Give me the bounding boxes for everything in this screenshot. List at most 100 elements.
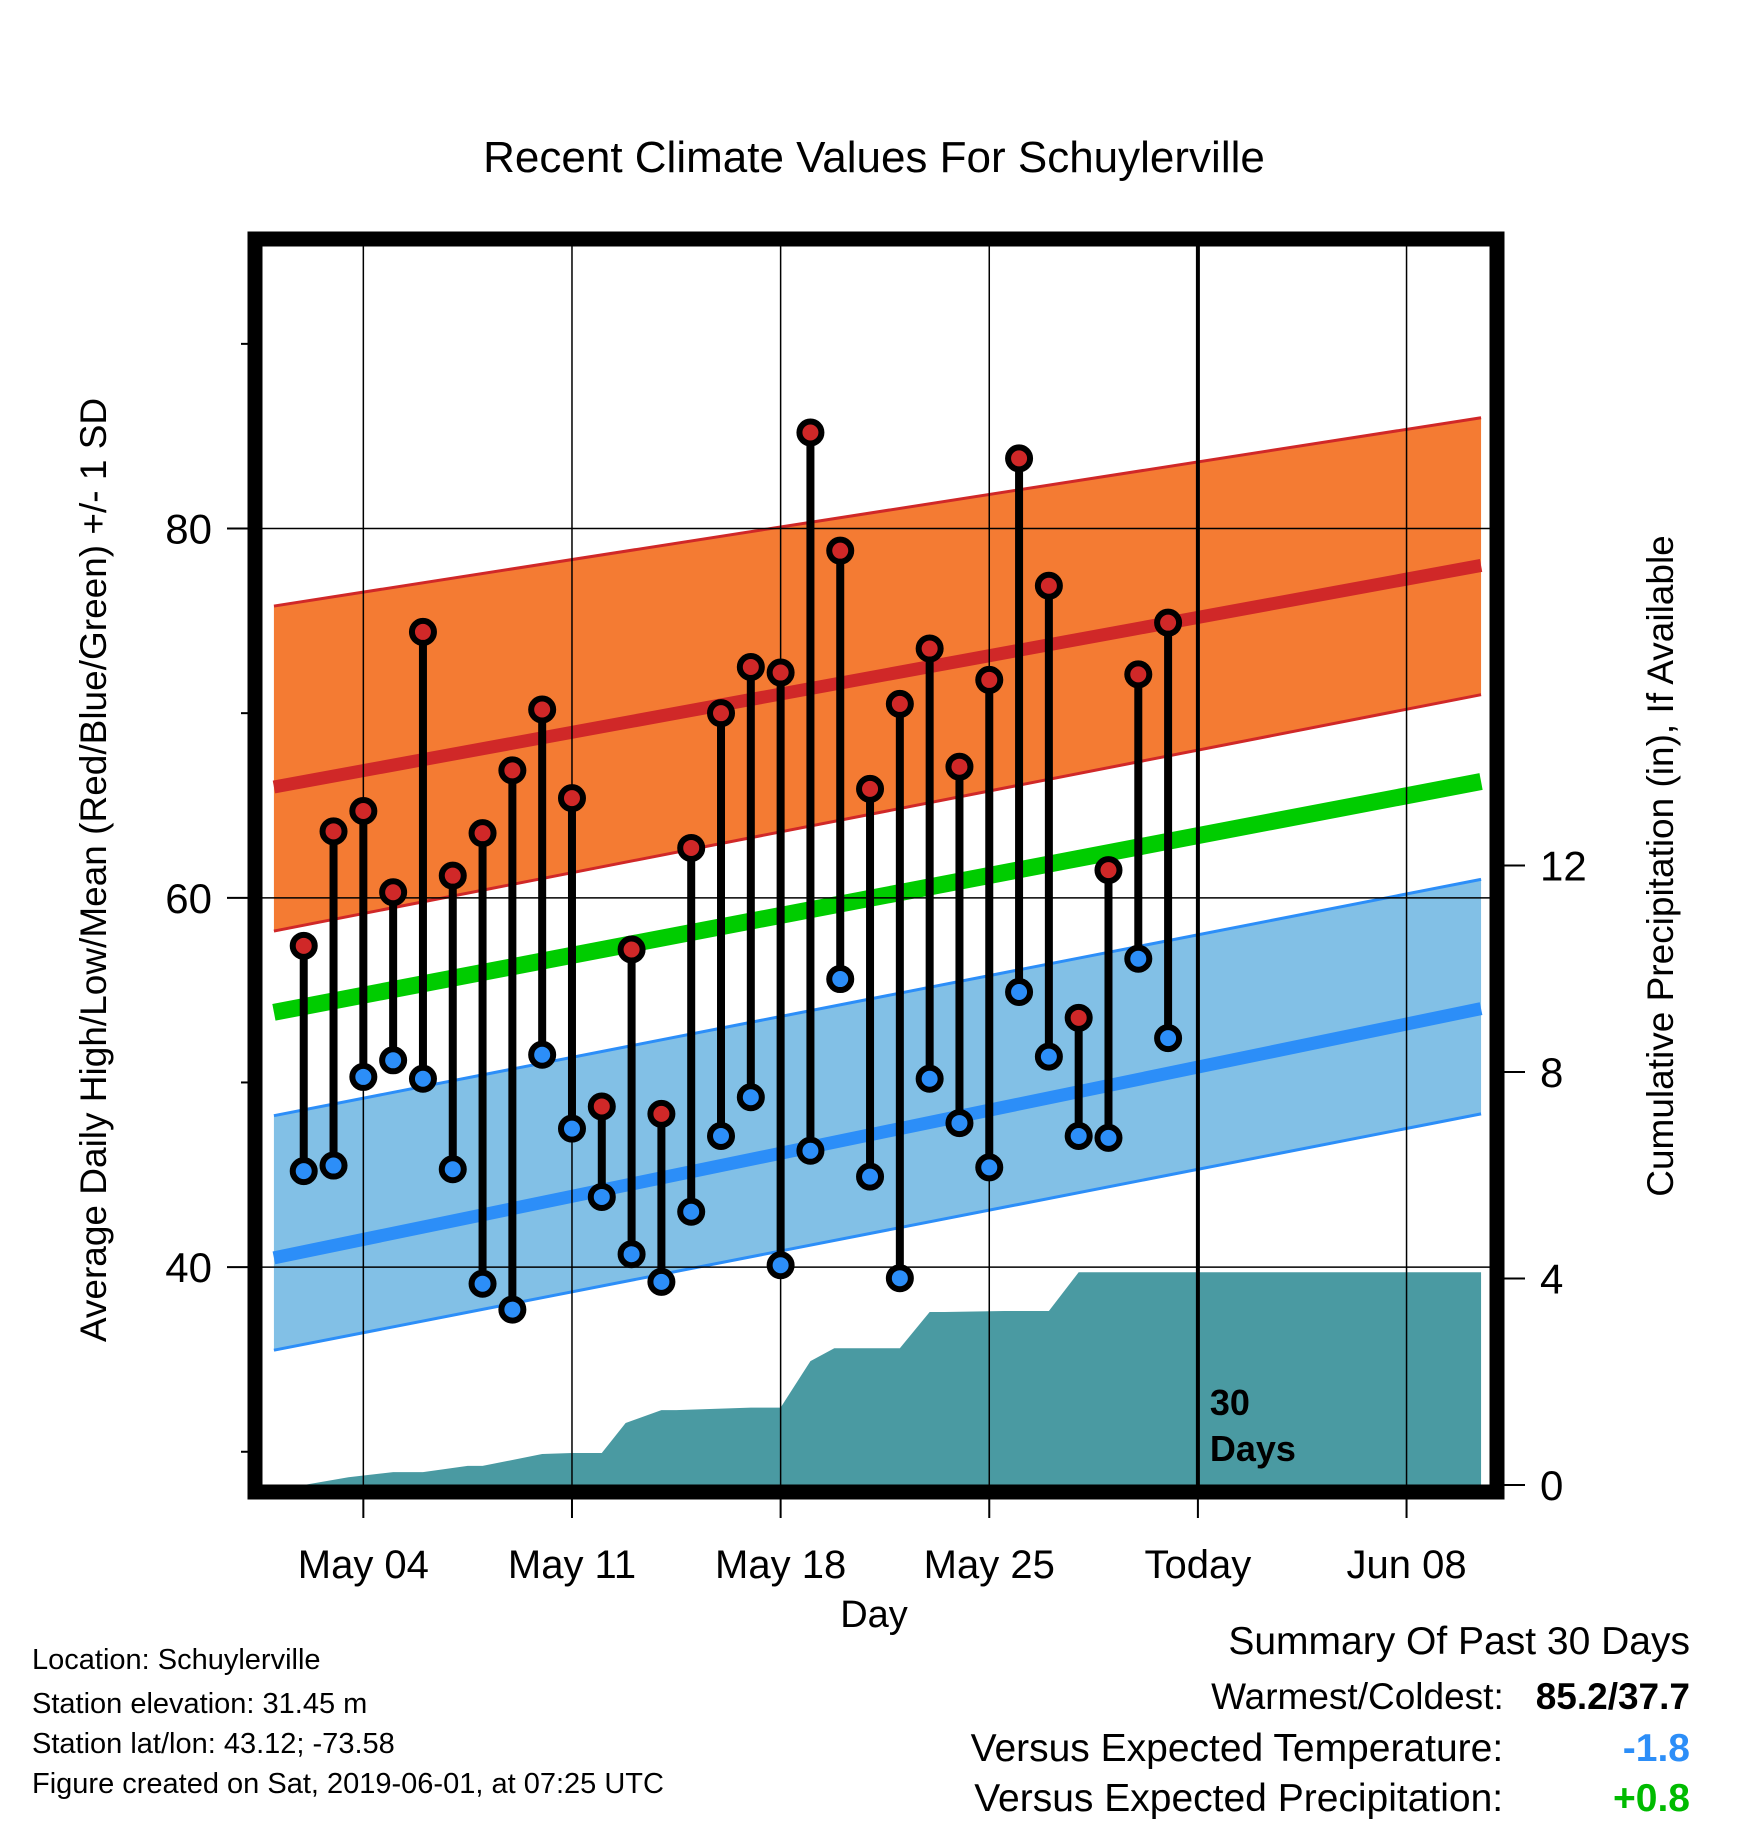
obs-low-point-18	[766, 1251, 795, 1280]
precip-value: +0.8	[1613, 1777, 1690, 1820]
obs-low-point-28	[1064, 1122, 1093, 1151]
y-left-tick-label-40: 40	[165, 1244, 212, 1291]
obs-high-point-25	[975, 665, 1004, 694]
obs-low-point-7	[438, 1155, 467, 1184]
x-tick-label-39: Jun 08	[1346, 1543, 1466, 1587]
y-right-tick-label-0: 0	[1540, 1462, 1563, 1509]
obs-high-point-27	[1034, 571, 1063, 600]
temp-value: -1.8	[1622, 1727, 1690, 1770]
obs-low-point-25	[975, 1153, 1004, 1182]
obs-low-point-2	[289, 1157, 318, 1186]
chart-title: Recent Climate Values For Schuylerville	[483, 133, 1265, 182]
obs-high-point-11	[557, 784, 586, 813]
obs-low-point-12	[587, 1182, 616, 1211]
y-right-tick-label-8: 8	[1540, 1049, 1563, 1096]
obs-high-point-28	[1064, 1003, 1093, 1032]
obs-low-point-24	[945, 1109, 974, 1138]
obs-low-point-8	[468, 1269, 497, 1298]
obs-low-point-31	[1154, 1024, 1183, 1053]
obs-low-point-23	[915, 1064, 944, 1093]
obs-low-point-30	[1124, 944, 1153, 973]
warmest-label: Warmest/Coldest:	[1211, 1676, 1504, 1717]
obs-low-point-5	[379, 1046, 408, 1075]
obs-low-point-10	[528, 1040, 557, 1069]
normal-high-upper-edge	[273, 416, 1482, 608]
obs-high-point-4	[349, 797, 378, 826]
obs-low-point-15	[677, 1197, 706, 1226]
obs-low-point-21	[856, 1162, 885, 1191]
normal-low-band	[273, 879, 1482, 1351]
summary-temp-row: Versus Expected Temperature: -1.8	[971, 1727, 1690, 1777]
normal-low-lower-edge	[273, 1112, 1482, 1352]
x-tick-label-32: Today	[1145, 1543, 1252, 1587]
precip-label: Versus Expected Precipitation:	[974, 1777, 1504, 1820]
obs-high-point-29	[1094, 856, 1123, 885]
obs-low-point-6	[408, 1064, 437, 1093]
obs-low-point-26	[1005, 977, 1034, 1006]
obs-low-point-20	[826, 965, 855, 994]
created-text: Figure created on Sat, 2019-06-01, at 07…	[32, 1768, 664, 1800]
obs-low-point-3	[319, 1151, 348, 1180]
normal-mean-line	[272, 773, 1483, 1021]
elevation-text: Station elevation: 31.45 m	[32, 1688, 368, 1720]
obs-high-point-26	[1005, 444, 1034, 473]
location-text: Location: Schuylerville	[32, 1644, 321, 1676]
y-left-tick-label-60: 60	[165, 875, 212, 922]
latlon-text: Station lat/lon: 43.12; -73.58	[32, 1728, 395, 1760]
today-label-line1: 30	[1210, 1382, 1250, 1423]
obs-high-point-24	[945, 752, 974, 781]
obs-high-point-31	[1154, 608, 1183, 637]
normal-low-upper-edge	[273, 877, 1482, 1118]
obs-low-point-11	[557, 1114, 586, 1143]
obs-high-point-10	[528, 695, 557, 724]
normal-high-mean-line	[272, 559, 1483, 794]
x-tick-label-18: May 18	[715, 1543, 846, 1587]
plot-area: 30 Days 40 60 80 0 4 8 12 May 04 May 11 May 18 May 2…	[165, 231, 1587, 1587]
x-tick-label-11: May 11	[508, 1543, 636, 1587]
obs-high-point-14	[647, 1099, 676, 1128]
obs-high-point-22	[885, 689, 914, 718]
y-axis-left-label: Average Daily High/Low/Mean (Red/Blue/Gr…	[73, 398, 114, 1342]
normal-high-lower-edge	[273, 693, 1482, 933]
y-left-tick-label-80: 80	[165, 506, 212, 553]
obs-high-point-21	[856, 774, 885, 803]
obs-high-point-8	[468, 819, 497, 848]
station-info: Location: Schuylerville Station elevatio…	[32, 1644, 664, 1801]
obs-high-point-7	[438, 861, 467, 890]
obs-high-point-6	[408, 617, 437, 646]
y-right-tick-label-12: 12	[1540, 843, 1587, 890]
obs-high-point-2	[289, 931, 318, 960]
obs-low-point-4	[349, 1062, 378, 1091]
obs-high-point-23	[915, 634, 944, 663]
obs-high-point-20	[826, 536, 855, 565]
x-tick-label-25: May 25	[924, 1543, 1055, 1587]
obs-high-point-15	[677, 833, 706, 862]
obs-low-point-19	[796, 1136, 825, 1165]
today-label-line2: Days	[1210, 1428, 1296, 1469]
obs-high-point-5	[379, 878, 408, 907]
summary-precip-row: Versus Expected Precipitation: +0.8	[971, 1777, 1690, 1821]
obs-low-point-16	[707, 1122, 736, 1151]
obs-low-point-29	[1094, 1123, 1123, 1152]
warmest-value: 85.2/37.7	[1535, 1676, 1690, 1717]
x-axis-label: Day	[840, 1594, 908, 1636]
obs-low-point-9	[498, 1295, 527, 1324]
precip-area	[273, 1272, 1482, 1485]
normal-low-mean-line	[272, 1002, 1483, 1265]
obs-low-point-22	[885, 1264, 914, 1293]
obs-high-point-18	[766, 658, 795, 687]
obs-low-point-13	[617, 1240, 646, 1269]
temp-label: Versus Expected Temperature:	[970, 1727, 1504, 1770]
obs-high-point-12	[587, 1092, 616, 1121]
summary-title: Summary Of Past 30 Days	[1228, 1620, 1690, 1663]
obs-high-point-19	[796, 418, 825, 447]
y-right-tick-label-4: 4	[1540, 1256, 1563, 1303]
obs-high-point-13	[617, 935, 646, 964]
obs-high-point-9	[498, 756, 527, 785]
summary-warmest-row: Warmest/Coldest: 85.2/37.7	[971, 1676, 1690, 1727]
plot-content	[262, 246, 1490, 1485]
y-axis-right-label: Cumulative Precipitation (in), If Availa…	[1640, 535, 1681, 1197]
obs-high-point-30	[1124, 660, 1153, 689]
obs-high-point-17	[736, 653, 765, 682]
